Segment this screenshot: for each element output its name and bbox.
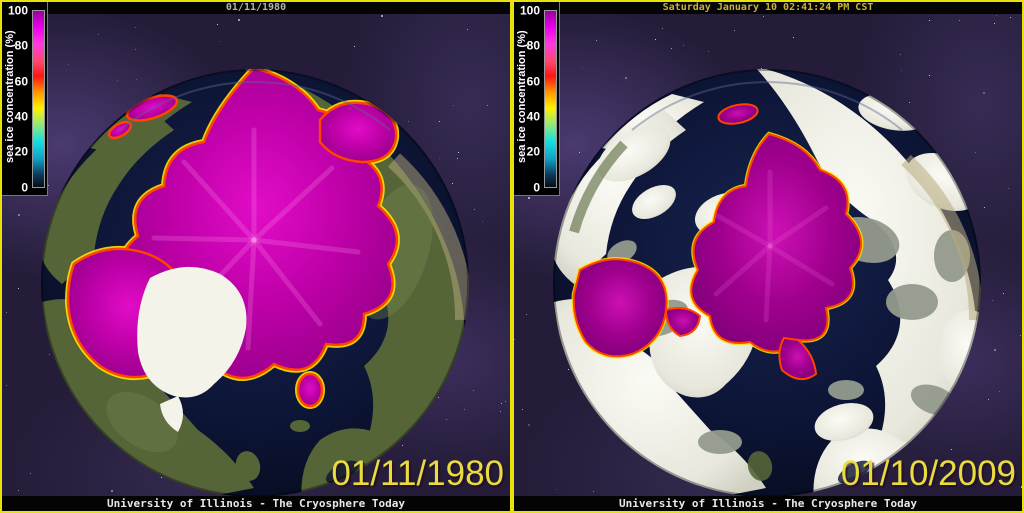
panel-header-date: 01/11/1980: [2, 2, 510, 14]
globe-2009: [553, 69, 981, 497]
colorbar-tick-40: 40: [14, 109, 28, 124]
globe-1980: [41, 69, 469, 497]
globe-limb-shade: [41, 69, 469, 497]
colorbar-gradient: [544, 10, 557, 188]
colorbar-tick-100: 100: [519, 3, 540, 18]
ice-streaks: [151, 127, 361, 351]
colorbar-tick-20: 20: [526, 144, 540, 159]
credit-footer: University of Illinois - The Cryosphere …: [514, 496, 1022, 511]
panel-1980: sea ice concentration (%) 100 80 60 40 2…: [0, 0, 512, 513]
greenland-snow: [137, 266, 247, 432]
colorbar-tick-80: 80: [526, 38, 540, 53]
ice-streaks: [713, 169, 835, 323]
colorbar-tick-100: 100: [7, 3, 28, 18]
colorbar-axis-label: sea ice concentration (%): [4, 30, 16, 163]
colorbar-gradient: [32, 10, 45, 188]
colorbar-tick-0: 0: [21, 180, 28, 195]
colorbar-tick-40: 40: [526, 109, 540, 124]
colorbar-tick-0: 0: [533, 180, 540, 195]
overlay-date-2009: 01/10/2009: [840, 454, 1016, 493]
sea-ice-colorbar: sea ice concentration (%) 100 80 60 40 2…: [2, 2, 48, 196]
colorbar-tick-60: 60: [526, 74, 540, 89]
sea-ice-colorbar: sea ice concentration (%) 100 80 60 40 2…: [514, 2, 560, 196]
overlay-date-1980: 01/11/1980: [331, 454, 504, 493]
panel-2009: sea ice concentration (%) 100 80 60 40 2…: [512, 0, 1024, 513]
colorbar-tick-60: 60: [14, 74, 28, 89]
colorbar-tick-80: 80: [14, 38, 28, 53]
credit-footer: University of Illinois - The Cryosphere …: [2, 496, 510, 511]
globe-limb-shade: [553, 69, 981, 497]
panel-header-timestamp: Saturday January 10 02:41:24 PM CST: [514, 2, 1022, 14]
sea-ice-cap: [572, 103, 863, 381]
colorbar-axis-label: sea ice concentration (%): [516, 30, 528, 163]
colorbar-tick-20: 20: [14, 144, 28, 159]
